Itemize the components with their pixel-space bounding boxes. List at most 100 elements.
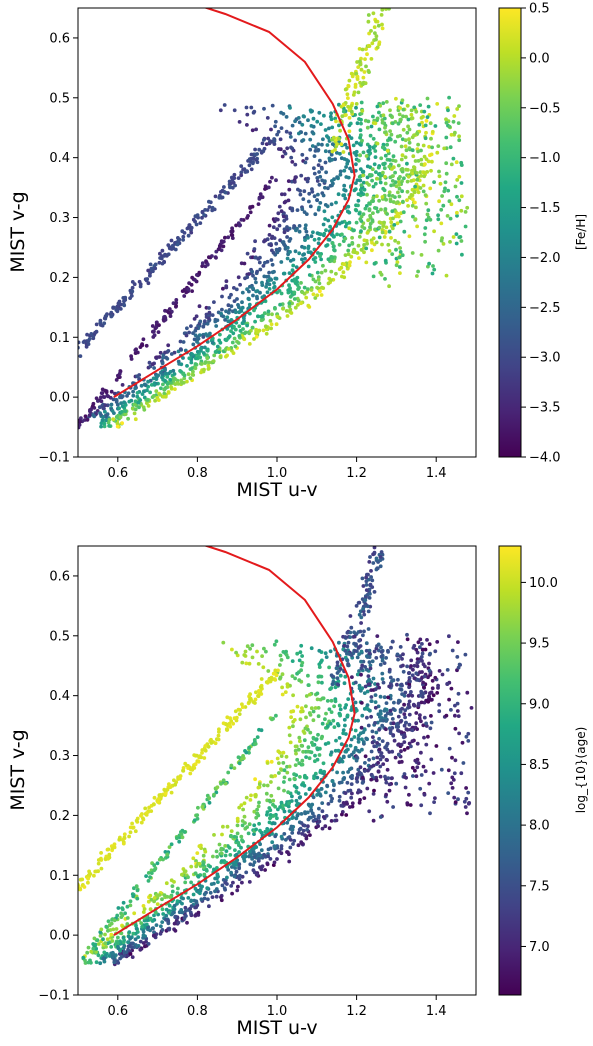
scatter-point bbox=[297, 229, 302, 234]
scatter-point bbox=[207, 310, 212, 315]
scatter-point bbox=[379, 645, 383, 650]
scatter-point bbox=[334, 738, 338, 743]
scatter-point bbox=[265, 828, 270, 833]
scatter-point bbox=[381, 680, 386, 685]
scatter-point bbox=[461, 761, 466, 765]
scatter-point bbox=[383, 713, 388, 718]
scatter-point bbox=[339, 803, 344, 808]
scatter-point bbox=[237, 866, 242, 871]
scatter-point bbox=[293, 162, 298, 167]
scatter-point bbox=[122, 303, 127, 308]
scatter-point bbox=[366, 768, 370, 773]
scatter-point bbox=[395, 682, 399, 687]
scatter-point bbox=[133, 407, 138, 412]
scatter-point bbox=[211, 359, 216, 363]
scatter-point bbox=[366, 723, 371, 728]
scatter-point bbox=[131, 894, 136, 899]
scatter-point bbox=[455, 194, 459, 199]
scatter-point bbox=[168, 785, 173, 789]
scatter-point bbox=[247, 331, 252, 336]
scatter-point bbox=[364, 583, 369, 587]
scatter-point bbox=[131, 393, 136, 398]
scatter-point bbox=[349, 737, 354, 742]
scatter-point bbox=[258, 685, 263, 690]
scatter-point bbox=[444, 120, 449, 125]
scatter-point bbox=[446, 108, 450, 113]
scatter-point bbox=[240, 838, 244, 843]
scatter-point bbox=[193, 356, 198, 361]
scatter-point bbox=[410, 765, 415, 770]
x-tick-label: 0.8 bbox=[187, 466, 208, 481]
scatter-point bbox=[453, 713, 457, 718]
scatter-point bbox=[262, 646, 266, 651]
scatter-point bbox=[281, 306, 285, 311]
scatter-point bbox=[343, 253, 348, 257]
scatter-point bbox=[371, 763, 376, 768]
scatter-point bbox=[245, 644, 250, 649]
scatter-point bbox=[205, 348, 210, 353]
scatter-point bbox=[432, 229, 436, 234]
scatter-point bbox=[398, 654, 403, 658]
scatter-point bbox=[401, 210, 406, 215]
scatter-point bbox=[364, 667, 369, 672]
scatter-point bbox=[247, 854, 251, 859]
scatter-point bbox=[338, 673, 343, 678]
scatter-point bbox=[412, 190, 417, 194]
scatter-point bbox=[407, 671, 411, 675]
scatter-point bbox=[193, 362, 198, 366]
scatter-point bbox=[78, 877, 83, 882]
scatter-point bbox=[140, 342, 145, 346]
scatter-point bbox=[359, 649, 364, 654]
scatter-point bbox=[378, 774, 383, 779]
scatter-point bbox=[356, 243, 361, 248]
scatter-point bbox=[112, 918, 117, 923]
scatter-point bbox=[86, 876, 90, 881]
scatter-point bbox=[329, 698, 334, 703]
scatter-point bbox=[358, 133, 363, 138]
scatter-point bbox=[274, 241, 279, 246]
scatter-point bbox=[464, 734, 469, 739]
scatter-point bbox=[352, 228, 356, 233]
scatter-point bbox=[306, 745, 311, 750]
scatter-point bbox=[226, 770, 231, 775]
scatter-point bbox=[290, 831, 295, 835]
scatter-point bbox=[212, 792, 216, 797]
scatter-point bbox=[270, 234, 275, 239]
scatter-point bbox=[375, 566, 380, 571]
scatter-point bbox=[369, 57, 374, 61]
scatter-point bbox=[370, 167, 375, 172]
scatter-point bbox=[364, 736, 369, 741]
scatter-point bbox=[341, 109, 346, 114]
scatter-point bbox=[244, 750, 249, 755]
scatter-point bbox=[422, 170, 427, 175]
scatter-point bbox=[330, 779, 335, 784]
scatter-point bbox=[320, 721, 325, 726]
scatter-point bbox=[261, 149, 266, 154]
scatter-point bbox=[266, 309, 271, 314]
scatter-point bbox=[205, 321, 210, 326]
scatter-point bbox=[385, 758, 389, 762]
scatter-point bbox=[196, 910, 201, 915]
scatter-point bbox=[377, 727, 381, 732]
scatter-point bbox=[239, 164, 244, 169]
scatter-point bbox=[288, 135, 293, 139]
scatter-point bbox=[397, 265, 402, 269]
scatter-point bbox=[419, 148, 423, 153]
scatter-point bbox=[275, 217, 280, 222]
scatter-point bbox=[378, 555, 383, 559]
scatter-point bbox=[379, 13, 384, 17]
scatter-point bbox=[224, 849, 229, 853]
scatter-point bbox=[105, 937, 110, 942]
scatter-point bbox=[397, 698, 401, 703]
scatter-point bbox=[304, 295, 309, 300]
scatter-point bbox=[360, 663, 365, 668]
scatter-point bbox=[223, 853, 228, 858]
scatter-point bbox=[395, 211, 400, 216]
scatter-point bbox=[261, 138, 266, 142]
scatter-point bbox=[356, 767, 361, 772]
scatter-point bbox=[225, 727, 230, 732]
scatter-point bbox=[337, 798, 342, 803]
scatter-point bbox=[274, 322, 279, 327]
scatter-point bbox=[333, 116, 338, 121]
scatter-point bbox=[463, 652, 468, 657]
